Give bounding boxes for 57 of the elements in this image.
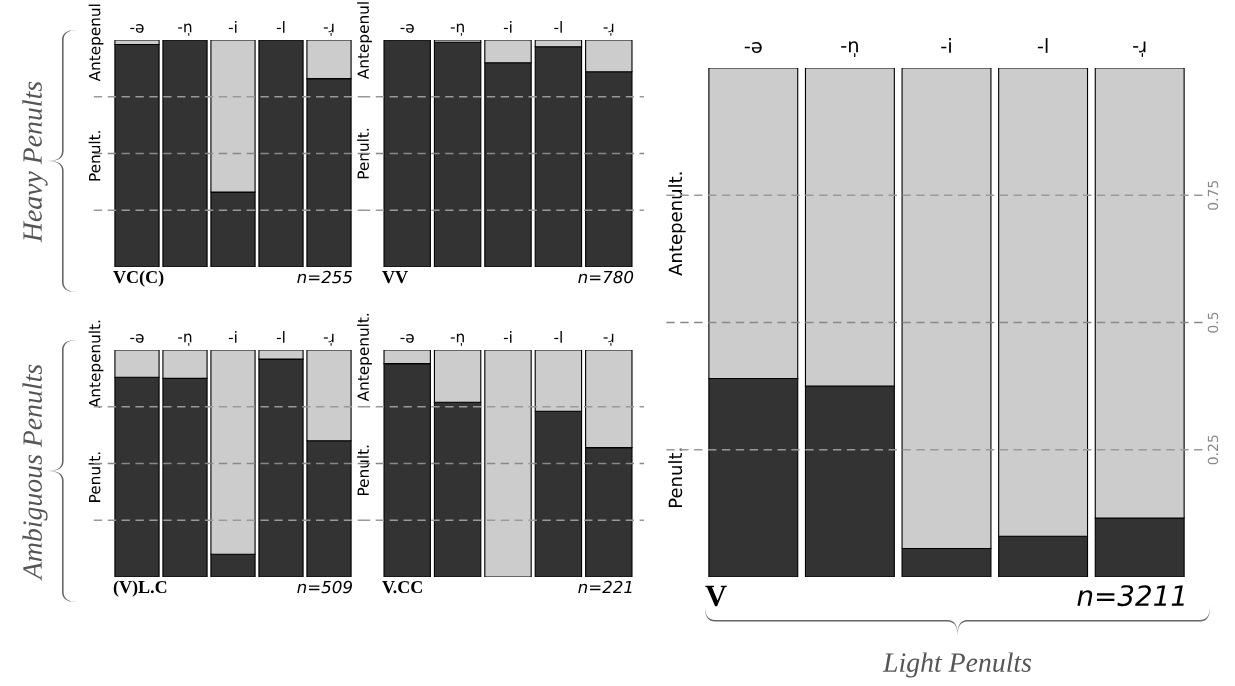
x-tick-label: -n̩ <box>178 333 192 346</box>
text: n=509 <box>297 580 352 594</box>
text: (V)L.C <box>113 580 167 597</box>
bar <box>258 40 304 267</box>
y-tick-label: 0.25 <box>1207 435 1219 465</box>
bar <box>433 41 482 267</box>
x-tick-label: -n̩ <box>178 23 192 36</box>
x-tick-label: -ə <box>130 24 144 33</box>
bar <box>114 43 160 267</box>
x-tick-label: -ɹ̩ <box>1133 41 1146 57</box>
text: Ambiguous Penults <box>22 364 48 581</box>
text: V <box>705 585 727 607</box>
text: VV <box>382 271 408 284</box>
x-tick-label: -l <box>276 21 285 33</box>
x-tick-label: -n̩ <box>450 333 464 346</box>
text: n=255 <box>297 270 353 284</box>
text: Penult. <box>357 128 369 179</box>
text: Antepenul <box>88 4 104 82</box>
x-tick-label: -ə <box>400 334 414 343</box>
x-tick-label: -n̩ <box>841 41 858 57</box>
y-tick-label: 0.75 <box>1207 181 1219 210</box>
bar <box>484 350 532 577</box>
text: Penult. <box>357 445 369 496</box>
text: VC(C) <box>113 270 164 287</box>
text: Heavy Penults <box>22 81 48 243</box>
bar <box>162 40 208 267</box>
text: n=780 <box>578 270 634 284</box>
x-tick-label: -l <box>554 21 562 33</box>
x-tick-label: -ə <box>744 41 762 54</box>
text: V.CC <box>382 580 422 594</box>
y-tick-label: 0.5 <box>1207 312 1219 333</box>
text: Antepenult. <box>88 320 104 409</box>
text: Penult. <box>88 452 101 502</box>
text: n=3211 <box>1077 585 1184 607</box>
x-tick-label: -i <box>941 38 951 53</box>
x-tick-label: -l <box>276 331 285 343</box>
x-tick-label: -ɹ̩ <box>323 333 334 346</box>
text: Light Penults <box>882 652 1032 678</box>
x-tick-label: -l <box>554 331 562 343</box>
x-tick-label: -l <box>1037 38 1048 53</box>
text: Penult. <box>88 131 101 181</box>
x-tick-label: -ɹ̩ <box>603 23 614 36</box>
text: Penult. <box>668 448 683 507</box>
x-tick-label: -i <box>503 331 512 343</box>
bar <box>383 40 431 267</box>
text: Antepenult. <box>668 172 686 276</box>
x-tick-label: -ə <box>130 334 144 343</box>
text: n=221 <box>578 580 632 594</box>
text: Antepenult. <box>357 313 372 402</box>
x-tick-label: -ɹ̩ <box>323 23 334 36</box>
x-tick-label: -n̩ <box>450 23 464 36</box>
x-tick-label: -ɹ̩ <box>603 333 614 346</box>
x-tick-label: -i <box>228 21 237 33</box>
x-tick-label: -i <box>228 331 237 343</box>
x-tick-label: -i <box>503 21 512 33</box>
text: Antepenul <box>357 2 372 79</box>
x-tick-label: -ə <box>400 24 414 33</box>
